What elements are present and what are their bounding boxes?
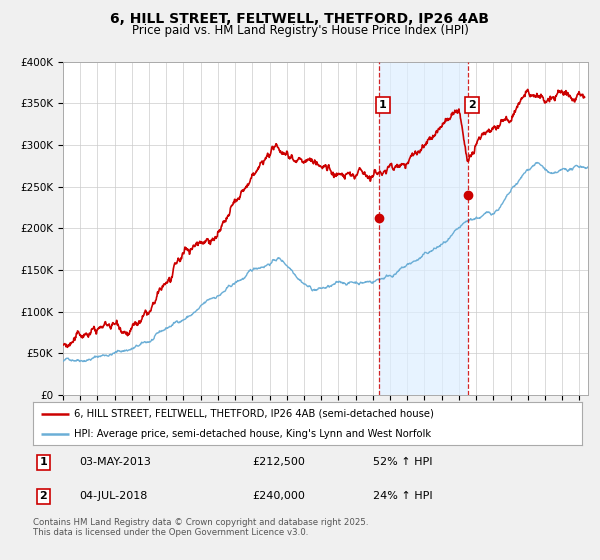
Text: 1: 1: [379, 100, 386, 110]
Text: Price paid vs. HM Land Registry's House Price Index (HPI): Price paid vs. HM Land Registry's House …: [131, 24, 469, 36]
Text: 2: 2: [40, 491, 47, 501]
Text: Contains HM Land Registry data © Crown copyright and database right 2025.
This d: Contains HM Land Registry data © Crown c…: [33, 518, 368, 538]
Text: £212,500: £212,500: [253, 458, 305, 468]
Text: 52% ↑ HPI: 52% ↑ HPI: [373, 458, 433, 468]
Text: 03-MAY-2013: 03-MAY-2013: [80, 458, 152, 468]
Text: 04-JUL-2018: 04-JUL-2018: [80, 491, 148, 501]
Text: HPI: Average price, semi-detached house, King's Lynn and West Norfolk: HPI: Average price, semi-detached house,…: [74, 430, 431, 439]
Text: 1: 1: [40, 458, 47, 468]
Text: £240,000: £240,000: [253, 491, 305, 501]
Text: 6, HILL STREET, FELTWELL, THETFORD, IP26 4AB (semi-detached house): 6, HILL STREET, FELTWELL, THETFORD, IP26…: [74, 409, 434, 419]
Text: 6, HILL STREET, FELTWELL, THETFORD, IP26 4AB: 6, HILL STREET, FELTWELL, THETFORD, IP26…: [110, 12, 490, 26]
Bar: [379, 62, 467, 395]
Text: 24% ↑ HPI: 24% ↑ HPI: [373, 491, 433, 501]
Text: 2: 2: [468, 100, 476, 110]
